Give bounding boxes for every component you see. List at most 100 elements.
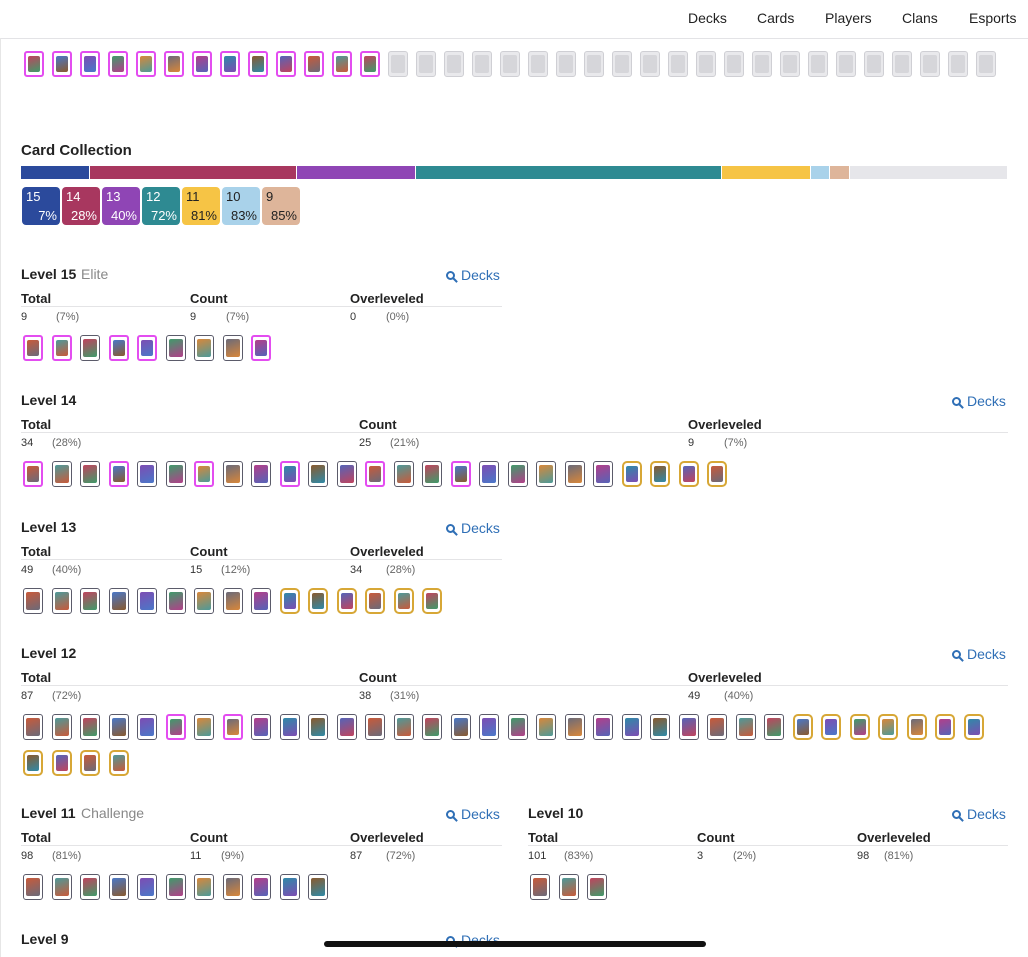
card-icon[interactable] xyxy=(593,461,613,487)
card-icon[interactable] xyxy=(393,461,414,487)
card-icon[interactable] xyxy=(696,51,716,77)
card-icon[interactable] xyxy=(80,874,100,900)
card-icon[interactable] xyxy=(80,335,100,361)
card-icon[interactable] xyxy=(308,874,328,900)
card-icon[interactable] xyxy=(332,51,352,77)
card-icon[interactable] xyxy=(365,714,385,740)
card-icon[interactable] xyxy=(507,714,528,740)
card-icon[interactable] xyxy=(51,335,72,361)
card-icon[interactable] xyxy=(108,335,129,361)
card-icon[interactable] xyxy=(821,714,841,740)
card-icon[interactable] xyxy=(248,51,268,77)
card-icon[interactable] xyxy=(707,461,727,487)
card-icon[interactable] xyxy=(80,51,100,77)
card-icon[interactable] xyxy=(365,461,385,487)
card-icon[interactable] xyxy=(892,51,912,77)
card-icon[interactable] xyxy=(279,874,300,900)
card-icon[interactable] xyxy=(780,51,800,77)
card-icon[interactable] xyxy=(279,714,300,740)
card-icon[interactable] xyxy=(80,714,100,740)
nav-clans[interactable]: Clans xyxy=(902,10,938,26)
card-icon[interactable] xyxy=(23,588,43,614)
card-icon[interactable] xyxy=(108,461,129,487)
card-icon[interactable] xyxy=(136,51,156,77)
card-icon[interactable] xyxy=(108,51,128,77)
card-icon[interactable] xyxy=(360,51,380,77)
card-icon[interactable] xyxy=(52,51,72,77)
card-icon[interactable] xyxy=(650,461,670,487)
card-icon[interactable] xyxy=(752,51,772,77)
card-icon[interactable] xyxy=(365,588,385,614)
card-icon[interactable] xyxy=(450,714,471,740)
card-icon[interactable] xyxy=(479,461,499,487)
card-icon[interactable] xyxy=(251,874,271,900)
card-icon[interactable] xyxy=(668,51,688,77)
level-13-decks-link[interactable]: Decks xyxy=(446,520,500,536)
card-icon[interactable] xyxy=(23,714,43,740)
card-icon[interactable] xyxy=(80,461,100,487)
card-icon[interactable] xyxy=(584,51,604,77)
card-icon[interactable] xyxy=(935,714,955,740)
card-icon[interactable] xyxy=(444,51,464,77)
card-icon[interactable] xyxy=(51,461,72,487)
card-icon[interactable] xyxy=(137,335,157,361)
card-icon[interactable] xyxy=(164,51,184,77)
card-icon[interactable] xyxy=(108,874,129,900)
card-icon[interactable] xyxy=(80,750,100,776)
nav-esports[interactable]: Esports xyxy=(969,10,1017,26)
card-icon[interactable] xyxy=(308,588,328,614)
nav-players[interactable]: Players xyxy=(825,10,872,26)
card-icon[interactable] xyxy=(422,588,442,614)
card-icon[interactable] xyxy=(165,588,186,614)
card-icon[interactable] xyxy=(336,588,357,614)
card-icon[interactable] xyxy=(640,51,660,77)
card-icon[interactable] xyxy=(108,750,129,776)
card-icon[interactable] xyxy=(808,51,828,77)
card-icon[interactable] xyxy=(51,714,72,740)
card-icon[interactable] xyxy=(558,874,579,900)
card-icon[interactable] xyxy=(251,335,271,361)
card-icon[interactable] xyxy=(194,874,214,900)
card-icon[interactable] xyxy=(587,874,607,900)
card-icon[interactable] xyxy=(194,335,214,361)
card-icon[interactable] xyxy=(222,461,243,487)
card-icon[interactable] xyxy=(51,750,72,776)
card-icon[interactable] xyxy=(621,714,642,740)
card-icon[interactable] xyxy=(836,51,856,77)
card-icon[interactable] xyxy=(194,714,214,740)
card-icon[interactable] xyxy=(220,51,240,77)
card-icon[interactable] xyxy=(165,335,186,361)
card-icon[interactable] xyxy=(137,461,157,487)
card-icon[interactable] xyxy=(23,335,43,361)
card-icon[interactable] xyxy=(192,51,212,77)
card-icon[interactable] xyxy=(304,51,324,77)
card-icon[interactable] xyxy=(528,51,548,77)
card-icon[interactable] xyxy=(108,588,129,614)
card-icon[interactable] xyxy=(948,51,968,77)
card-icon[interactable] xyxy=(222,714,243,740)
card-icon[interactable] xyxy=(422,714,442,740)
card-icon[interactable] xyxy=(137,874,157,900)
card-icon[interactable] xyxy=(564,714,585,740)
card-icon[interactable] xyxy=(279,588,300,614)
card-icon[interactable] xyxy=(724,51,744,77)
card-icon[interactable] xyxy=(536,461,556,487)
card-icon[interactable] xyxy=(678,461,699,487)
card-icon[interactable] xyxy=(279,461,300,487)
card-icon[interactable] xyxy=(864,51,884,77)
card-icon[interactable] xyxy=(194,461,214,487)
card-icon[interactable] xyxy=(165,714,186,740)
card-icon[interactable] xyxy=(23,750,43,776)
card-icon[interactable] xyxy=(222,335,243,361)
card-icon[interactable] xyxy=(393,588,414,614)
card-icon[interactable] xyxy=(621,461,642,487)
card-icon[interactable] xyxy=(792,714,813,740)
card-icon[interactable] xyxy=(707,714,727,740)
nav-cards[interactable]: Cards xyxy=(757,10,795,26)
card-icon[interactable] xyxy=(51,588,72,614)
card-icon[interactable] xyxy=(472,51,492,77)
card-icon[interactable] xyxy=(878,714,898,740)
card-icon[interactable] xyxy=(963,714,984,740)
card-icon[interactable] xyxy=(336,461,357,487)
card-icon[interactable] xyxy=(24,51,44,77)
